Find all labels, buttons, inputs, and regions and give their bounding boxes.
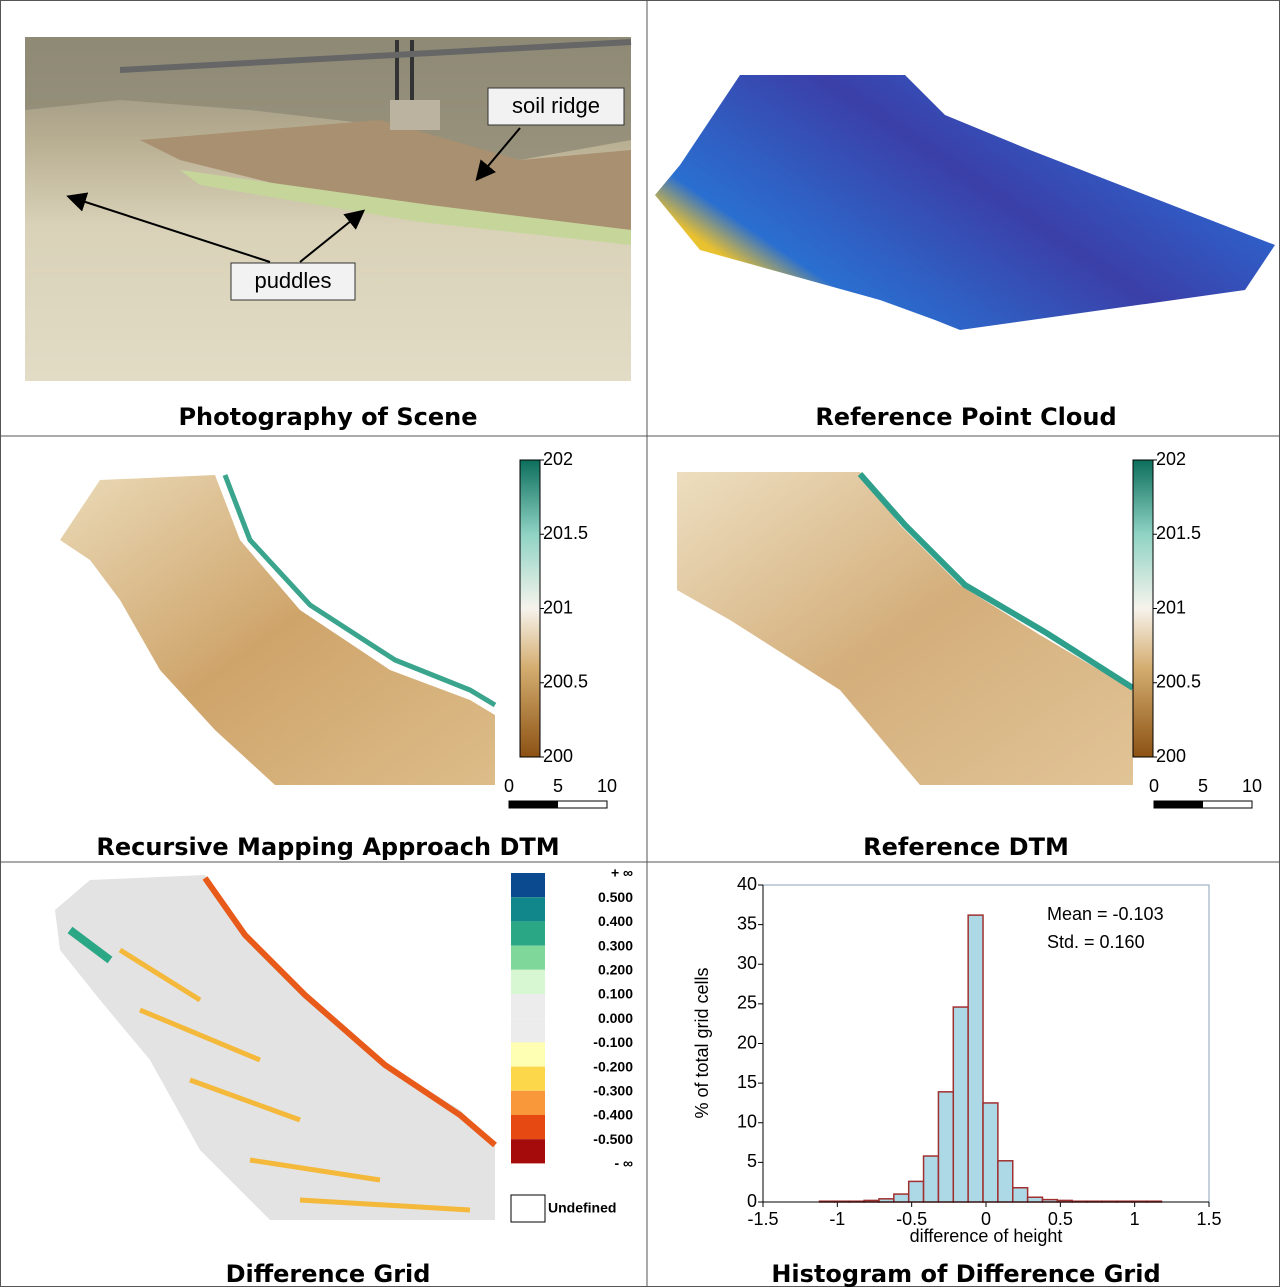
scalebar-label: 0 — [1149, 776, 1159, 796]
colorbar-label: 201 — [543, 597, 573, 617]
colorbar-label: 200 — [543, 746, 573, 766]
caption: Histogram of Difference Grid — [771, 1260, 1160, 1287]
x-tick-label: 1 — [1130, 1209, 1140, 1229]
y-tick-label: 10 — [737, 1112, 757, 1132]
legend-swatch — [511, 897, 545, 921]
legend-label: 0.400 — [598, 913, 633, 929]
legend-swatch — [511, 1042, 545, 1066]
legend-swatch — [511, 921, 545, 945]
y-tick-label: 30 — [737, 953, 757, 973]
legend-swatch — [511, 946, 545, 970]
caption: Reference DTM — [863, 833, 1069, 861]
legend-swatch — [511, 1195, 545, 1222]
colorbar-label: 200.5 — [543, 672, 588, 692]
legend-label: -0.100 — [593, 1034, 633, 1050]
colorbar — [520, 460, 540, 757]
legend-label: 0.100 — [598, 986, 633, 1002]
bar — [909, 1181, 924, 1202]
annotation: soil ridge — [512, 93, 600, 118]
bar — [1013, 1188, 1028, 1202]
dtm-recursive — [60, 475, 495, 785]
annotation: Std. = 0.160 — [1047, 932, 1145, 952]
scalebar-label: 10 — [597, 776, 617, 796]
bar — [998, 1161, 1013, 1202]
scalebar-label: 0 — [504, 776, 514, 796]
bar — [953, 1007, 968, 1202]
scalebar-label: 5 — [553, 776, 563, 796]
legend-label: -0.200 — [593, 1058, 633, 1074]
colorbar-label: 201 — [1156, 597, 1186, 617]
scalebar-label: 10 — [1242, 776, 1262, 796]
legend-swatch — [511, 1091, 545, 1115]
dtm-reference — [677, 472, 1133, 785]
colorbar — [1133, 460, 1153, 757]
y-tick-label: 40 — [737, 874, 757, 894]
legend-swatch — [511, 1115, 545, 1139]
legend-label: -0.400 — [593, 1107, 633, 1123]
caption: Photography of Scene — [178, 403, 477, 431]
bar — [938, 1092, 953, 1202]
x-tick-label: 1.5 — [1196, 1209, 1221, 1229]
bar — [1028, 1197, 1043, 1202]
annotation: Mean = -0.103 — [1047, 904, 1164, 924]
legend-swatch — [511, 1067, 545, 1091]
bar — [924, 1156, 939, 1202]
bar — [968, 915, 983, 1202]
legend-label: 0.200 — [598, 962, 633, 978]
annotation: puddles — [254, 268, 331, 293]
caption: Recursive Mapping Approach DTM — [96, 833, 559, 861]
y-tick-label: 0 — [747, 1191, 757, 1211]
legend-label: + ∞ — [611, 865, 633, 881]
colorbar-label: 202 — [543, 449, 573, 469]
x-tick-label: -1.5 — [747, 1209, 778, 1229]
legend-swatch — [511, 873, 545, 897]
colorbar-label: 200 — [1156, 746, 1186, 766]
legend-label: - ∞ — [614, 1155, 633, 1171]
y-tick-label: 35 — [737, 913, 757, 933]
caption: Difference Grid — [226, 1260, 431, 1287]
y-tick-label: 25 — [737, 993, 757, 1013]
colorbar-label: 201.5 — [1156, 523, 1201, 543]
legend-label: 0.300 — [598, 937, 633, 953]
legend-label: 0.000 — [598, 1010, 633, 1026]
legend-label: Undefined — [548, 1200, 616, 1216]
page: { "panels": [ {"caption": "Photography o… — [0, 0, 1280, 1287]
colorbar-label: 202 — [1156, 449, 1186, 469]
x-tick-label: -1 — [829, 1209, 845, 1229]
scalebar-fill — [509, 801, 558, 808]
point-cloud — [655, 75, 1275, 330]
figure: Photography of Scene Reference Point Clou… — [0, 0, 1280, 1287]
scalebar-fill — [1154, 801, 1203, 808]
legend-swatch — [511, 994, 545, 1018]
legend-label: -0.300 — [593, 1083, 633, 1099]
legend-swatch — [511, 1139, 545, 1163]
colorbar-label: 200.5 — [1156, 672, 1201, 692]
legend-label: -0.500 — [593, 1131, 633, 1147]
legend-label: 0.500 — [598, 889, 633, 905]
y-tick-label: 5 — [747, 1151, 757, 1171]
y-tick-label: 15 — [737, 1072, 757, 1092]
y-axis-label: % of total grid cells — [692, 967, 712, 1118]
bar — [894, 1194, 909, 1202]
bar — [983, 1103, 998, 1202]
difference-map — [55, 875, 495, 1220]
x-axis-label: difference of height — [910, 1226, 1063, 1246]
y-tick-label: 20 — [737, 1032, 757, 1052]
caption: Reference Point Cloud — [815, 403, 1116, 431]
colorbar-label: 201.5 — [543, 523, 588, 543]
scalebar-label: 5 — [1198, 776, 1208, 796]
legend-swatch — [511, 1018, 545, 1042]
legend-swatch — [511, 970, 545, 994]
